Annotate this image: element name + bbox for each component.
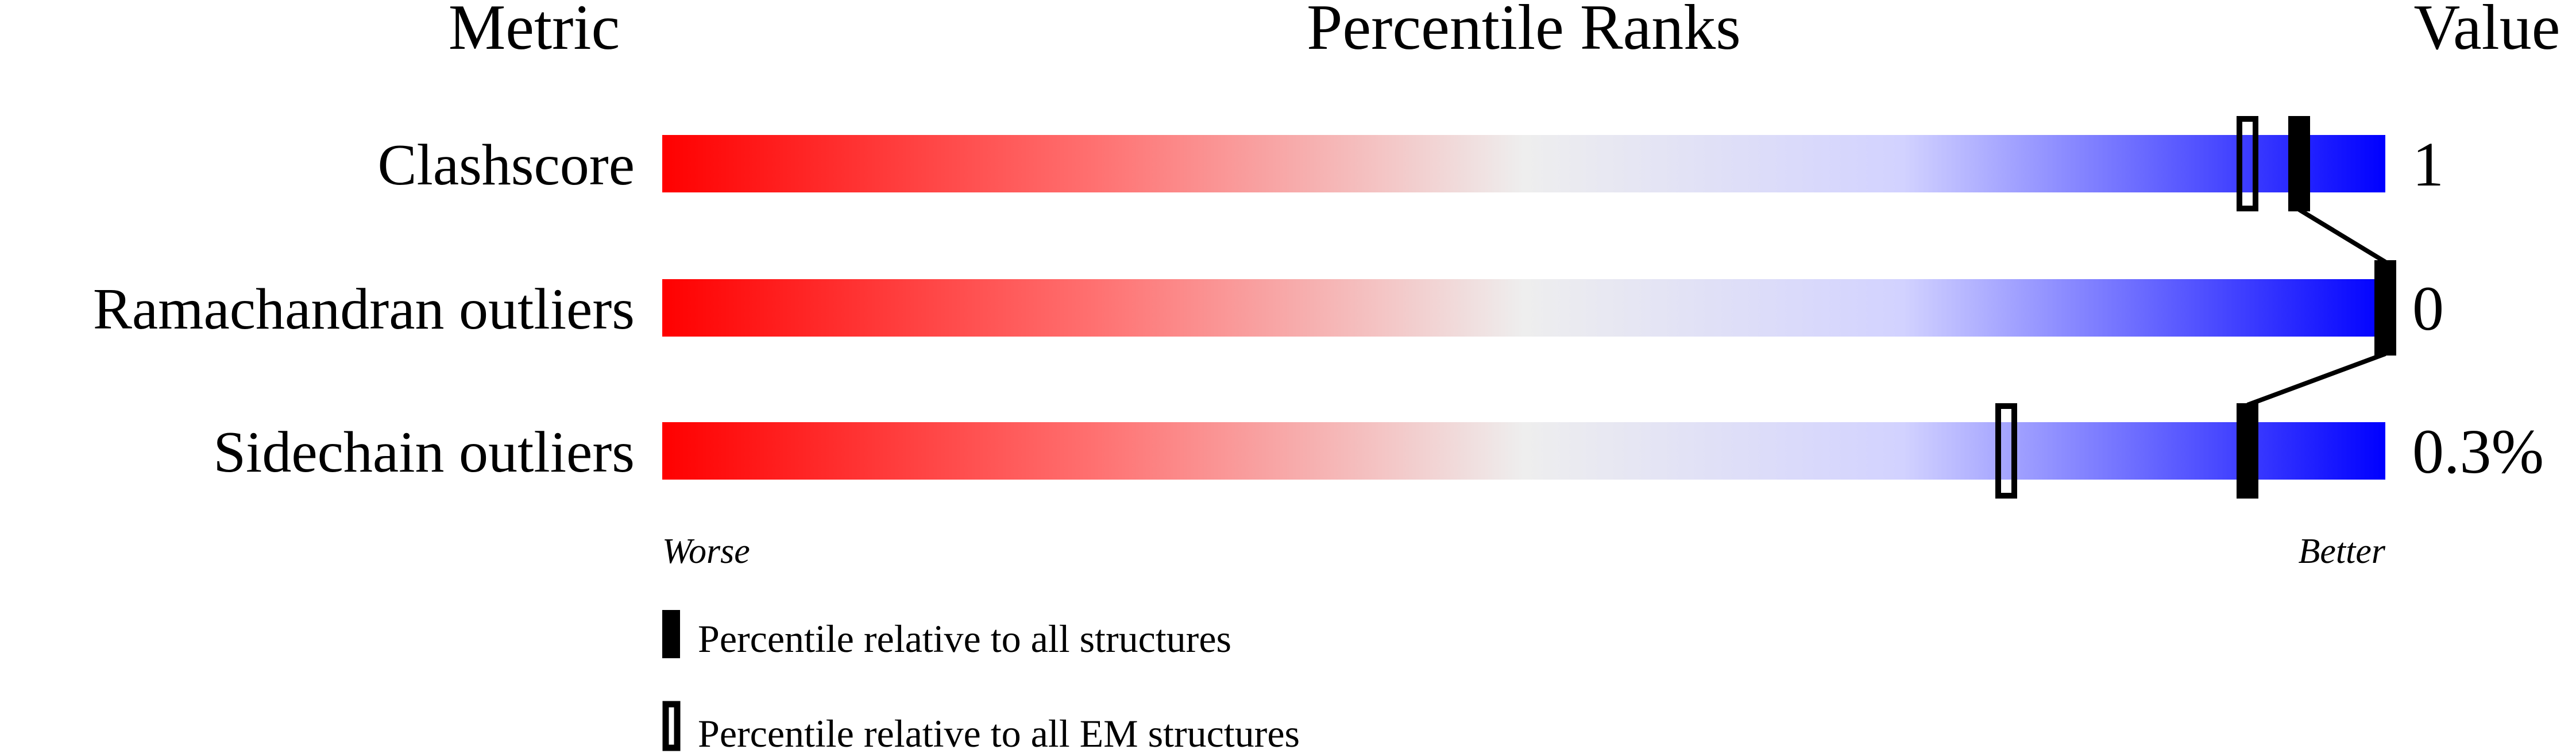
metric-label: Sidechain outliers [213,420,635,485]
scale-label-worse: Worse [662,532,750,571]
metric-label: Ramachandran outliers [93,277,635,342]
percentile-bar [662,135,2385,192]
legend-label-all: Percentile relative to all structures [698,617,1231,661]
metric-value: 0 [2412,273,2444,343]
em-percentile-marker [2237,116,2258,211]
all-percentile-marker [2288,116,2310,211]
connector-line [2246,352,2386,407]
percentile-bar [662,422,2385,480]
all-percentile-marker [2237,403,2258,499]
all-percentile-marker [2374,260,2396,356]
connector-line [2297,207,2387,264]
metric-label: Clashscore [377,133,635,198]
legend-hollow-marker-icon [662,701,681,751]
legend-label-em: Percentile relative to all EM structures [698,712,1300,753]
metric-value: 0.3% [2412,416,2544,486]
metric-value: 1 [2412,129,2444,199]
header-percentile-ranks: Percentile Ranks [1307,0,1741,63]
scale-label-better: Better [2299,532,2386,571]
header-value: Value [2413,0,2560,63]
percentile-bar [662,279,2385,337]
header-metric: Metric [449,0,620,63]
em-percentile-marker [1995,403,2017,499]
legend-filled-marker-icon [662,610,680,658]
